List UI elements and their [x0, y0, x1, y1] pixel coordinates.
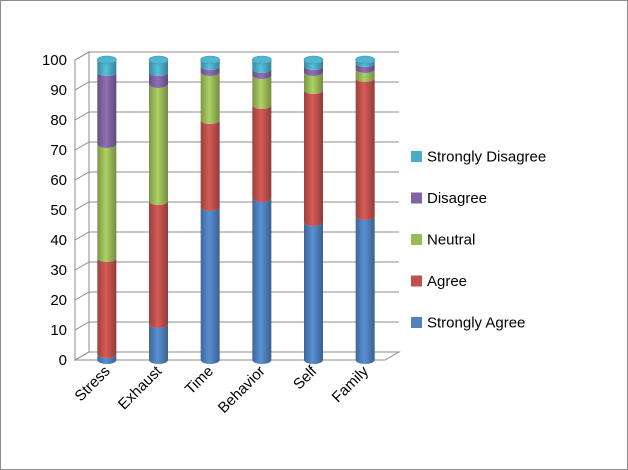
gridline [74, 261, 399, 271]
bar-segment [149, 72, 168, 88]
gridline [74, 141, 399, 151]
bars [97, 55, 375, 365]
bar-segment [149, 324, 168, 364]
bar-segment [355, 78, 375, 220]
x-category-label: Exhaust [115, 362, 166, 413]
gridline [74, 321, 399, 331]
gridline [74, 201, 399, 211]
y-tick-label: 50 [50, 202, 67, 219]
bar-segment [304, 72, 323, 94]
bar-segment [355, 216, 375, 364]
gridline [74, 231, 399, 241]
chart-walls [73, 51, 401, 361]
y-tick-label: 10 [50, 322, 67, 339]
bar-segment [304, 60, 323, 70]
bar-top-cap [252, 55, 272, 65]
legend-item: Neutral [411, 232, 475, 249]
gridline [74, 171, 399, 181]
legend-item: Strongly Agree [411, 315, 525, 332]
bar-top-cap [303, 55, 324, 65]
gridline [74, 291, 399, 301]
bar-top-cap [200, 55, 220, 65]
y-tick-label: 90 [50, 82, 67, 99]
bar-segment [149, 60, 168, 76]
bar-segment [252, 105, 272, 202]
bar-segment [252, 60, 272, 74]
bar-segment [200, 207, 220, 364]
gridlines [74, 51, 399, 361]
bar-segment [252, 69, 272, 79]
y-axis-tick-labels: 0 10 20 30 40 50 60 70 80 90 100 [42, 52, 67, 369]
legend-swatch [411, 275, 422, 287]
y-tick-label: 100 [42, 52, 67, 69]
bar-segment [355, 60, 375, 67]
legend-label: Neutral [427, 232, 475, 249]
bar-segment [252, 75, 272, 109]
gridline [74, 81, 399, 91]
gridline [74, 111, 399, 121]
bar-segment [304, 66, 323, 76]
bar-top-cap [97, 55, 117, 65]
bar-stack-time [200, 55, 220, 364]
y-tick-label: 20 [50, 292, 67, 309]
legend-swatch [411, 151, 422, 162]
legend-label: Agree [427, 273, 467, 290]
gridline [74, 351, 399, 361]
bar-top-cap [148, 55, 169, 65]
legend-label: Strongly Agree [427, 315, 525, 332]
floor [73, 351, 401, 361]
legend: Strongly Disagree Disagree Neutral Agree Str… [411, 149, 546, 332]
y-tick-label: 80 [50, 112, 67, 129]
bar-segment [304, 222, 323, 364]
bar-stack-stress [97, 55, 117, 364]
y-tick-label: 30 [50, 262, 67, 279]
bar-segment [97, 72, 117, 148]
bar-segment [355, 63, 375, 73]
legend-item: Strongly Disagree [411, 149, 546, 166]
bar-stack-behavior [252, 55, 272, 365]
bar-segment [97, 144, 117, 262]
legend-label: Strongly Disagree [427, 149, 546, 166]
y-tick-label: 60 [50, 172, 67, 189]
bar-segment [304, 90, 323, 226]
bar-segment [200, 120, 220, 211]
legend-item: Disagree [411, 190, 487, 207]
bar-segment [252, 198, 272, 365]
legend-swatch [411, 317, 422, 328]
legend-swatch [411, 234, 422, 245]
bar-stack-family [355, 55, 375, 364]
legend-swatch [411, 192, 422, 204]
bar-segment [200, 66, 220, 76]
bar-segment [149, 201, 168, 328]
bar-segment [97, 354, 117, 364]
legend-item: Agree [411, 273, 467, 290]
gridline [74, 51, 399, 61]
bar-segment [149, 84, 168, 205]
x-category-label: Time [182, 363, 217, 398]
bar-segment [200, 60, 220, 70]
bar-stack-self [303, 55, 324, 364]
x-category-label: Behavior [215, 363, 269, 417]
y-tick-label: 70 [50, 142, 67, 159]
bar-stack-exhaust [148, 55, 169, 364]
x-category-label: Family [329, 362, 373, 406]
legend-label: Disagree [427, 190, 487, 207]
y-tick-label: 40 [50, 232, 67, 249]
bar-segment [97, 60, 117, 76]
y-tick-label: 0 [59, 352, 67, 369]
bar-segment [355, 69, 375, 82]
x-category-label: Stress [72, 363, 114, 405]
x-category-label: Self [290, 362, 321, 393]
bar-segment [97, 258, 117, 358]
bar-segment [200, 72, 220, 124]
bar-top-cap [355, 55, 375, 65]
